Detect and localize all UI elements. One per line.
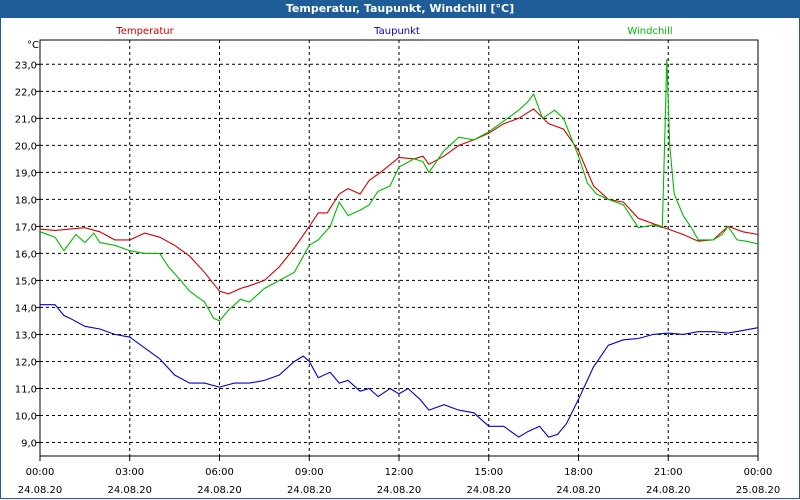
y-tick-label: 9,0 bbox=[21, 438, 37, 449]
x-tick-time: 15:00 bbox=[474, 467, 503, 478]
x-tick-time: 00:00 bbox=[26, 467, 55, 478]
x-tick-date: 24.08.20 bbox=[466, 485, 511, 496]
x-tick-time: 09:00 bbox=[295, 467, 324, 478]
x-tick-date: 25.08.20 bbox=[736, 485, 781, 496]
plot-area bbox=[39, 39, 759, 457]
series-line-taupunkt bbox=[40, 304, 759, 438]
legend: Temperatur Taupunkt Windchill bbox=[115, 26, 672, 37]
y-tick-label: 21,0 bbox=[15, 114, 37, 125]
y-tick-label: 22,0 bbox=[15, 87, 37, 98]
y-tick-label: 18,0 bbox=[15, 195, 37, 206]
y-tick-label: 19,0 bbox=[15, 168, 37, 179]
chart-title: Temperatur, Taupunkt, Windchill [°C] bbox=[0, 0, 800, 18]
x-tick-date: 24.08.20 bbox=[18, 485, 63, 496]
y-tick-label: 20,0 bbox=[15, 141, 37, 152]
axes bbox=[36, 39, 759, 461]
y-tick-label: 14,0 bbox=[15, 303, 37, 314]
y-tick-labels: 9,0 10,0 11,0 12,0 13,0 14,0 15,0 16,0 17,0 18,0 1… bbox=[15, 60, 37, 449]
y-tick-label: 13,0 bbox=[15, 330, 37, 341]
x-tick-time: 21:00 bbox=[654, 467, 683, 478]
series-line-temperatur bbox=[39, 108, 759, 295]
legend-taupunkt: Taupunkt bbox=[373, 26, 420, 37]
x-tick-date: 24.08.20 bbox=[107, 485, 152, 496]
y-tick-label: 12,0 bbox=[15, 357, 37, 368]
x-tick-date: 24.08.20 bbox=[377, 485, 422, 496]
y-tick-label: 23,0 bbox=[15, 60, 37, 71]
series-lines bbox=[39, 58, 759, 438]
y-tick-label: 17,0 bbox=[15, 222, 37, 233]
x-tick-time: 18:00 bbox=[564, 467, 593, 478]
y-tick-label: 11,0 bbox=[15, 384, 37, 395]
legend-windchill: Windchill bbox=[627, 26, 672, 37]
x-tick-date: 24.08.20 bbox=[556, 485, 601, 496]
y-tick-label: 15,0 bbox=[15, 276, 37, 287]
y-tick-label: 16,0 bbox=[15, 249, 37, 260]
x-tick-date: 24.08.20 bbox=[646, 485, 691, 496]
x-tick-labels: 00:00 24.08.20 03:00 24.08.20 06:00 24.08.20 0… bbox=[18, 467, 781, 496]
x-tick-time: 12:00 bbox=[385, 467, 414, 478]
x-tick-date: 24.08.20 bbox=[287, 485, 332, 496]
y-unit-label: °C bbox=[27, 40, 39, 51]
x-tick-date: 24.08.20 bbox=[197, 485, 242, 496]
y-tick-label: 10,0 bbox=[15, 411, 37, 422]
x-tick-time: 06:00 bbox=[205, 467, 234, 478]
legend-temperatur: Temperatur bbox=[115, 26, 174, 37]
x-tick-time: 03:00 bbox=[115, 467, 144, 478]
x-tick-time: 00:00 bbox=[744, 467, 773, 478]
series-line-windchill bbox=[39, 58, 759, 322]
